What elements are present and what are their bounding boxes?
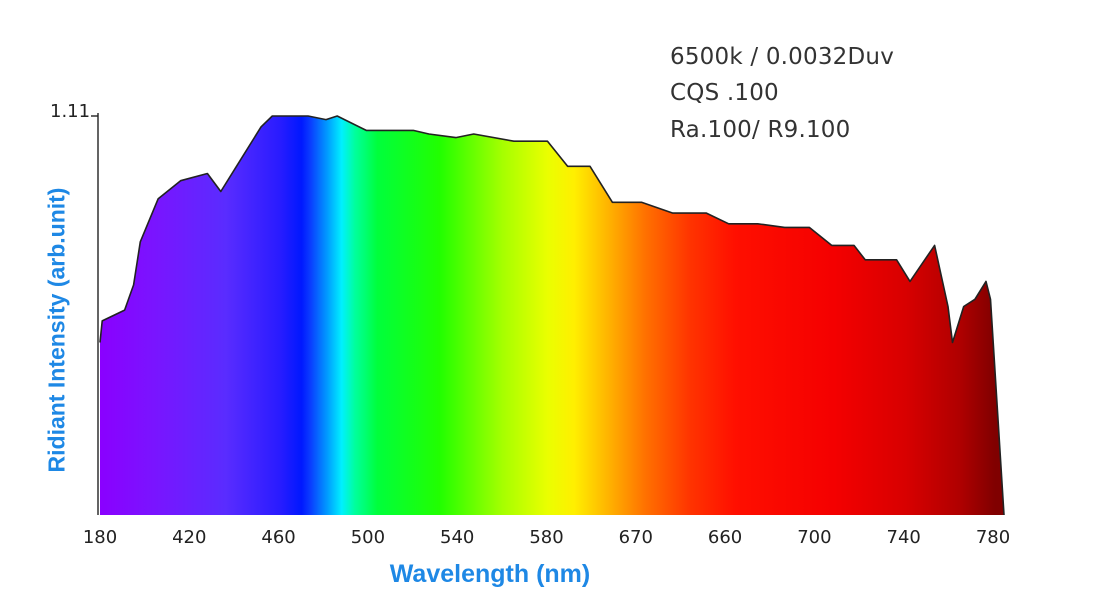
- cct-duv-label: 6500k / 0.0032Duv: [670, 44, 895, 70]
- x-tick-label: 700: [797, 527, 831, 548]
- x-tick-label: 180: [83, 527, 117, 548]
- y-axis-title: Ridiant Intensity (arb.unit): [43, 187, 70, 473]
- x-axis-title: Wavelength (nm): [389, 560, 591, 588]
- x-tick-label: 460: [261, 527, 295, 548]
- spectrum-area: [100, 116, 1004, 515]
- x-tick-label: 420: [172, 527, 206, 548]
- spectrum-outline: [99, 115, 1005, 516]
- x-tick-label: 740: [887, 527, 921, 548]
- x-tick-label: 780: [976, 527, 1010, 548]
- x-tick-label: 670: [619, 527, 653, 548]
- x-tick-label: 580: [529, 527, 563, 548]
- x-tick-label: 540: [440, 527, 474, 548]
- ra-r9-label: Ra.100/ R9.100: [670, 117, 851, 143]
- x-tick-label: 500: [351, 527, 385, 548]
- cqs-label: CQS .100: [670, 80, 779, 106]
- y-tick-label: 1.11: [50, 101, 91, 122]
- x-tick-labels: 180 420 460 500 540 580 670 660 700 740 780: [83, 527, 1010, 548]
- x-tick-label: 660: [708, 527, 742, 548]
